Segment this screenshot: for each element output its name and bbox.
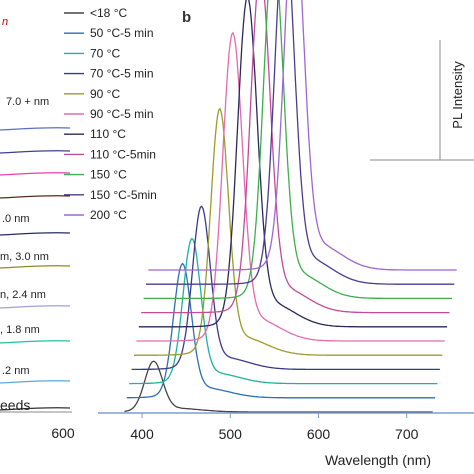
panel-a-series-line [0, 407, 71, 411]
panel-a-series-line [0, 150, 71, 154]
panel-b-series-line [134, 107, 443, 356]
inset-background [348, 10, 466, 166]
panel-a-series-line [0, 195, 71, 199]
legend-label: 70 °C [90, 46, 120, 60]
panel-b-series-line [148, 0, 457, 271]
panel-b-series-line [129, 238, 438, 385]
legend-label: <18 °C [90, 6, 127, 20]
panel-b-curves [124, 0, 457, 413]
panel-b-series-line [136, 31, 445, 342]
panel-b-series-line [126, 262, 436, 399]
legend-label: 50 °C-5 min [90, 26, 154, 40]
panel-a-series-line [0, 172, 71, 176]
legend-label: 90 °C-5 min [90, 107, 154, 121]
legend-label: 110 °C-5min [90, 147, 156, 161]
panel-a-curve-label: .2 nm [2, 365, 30, 377]
panel-a-curves [0, 127, 71, 411]
legend-label: 150 °C-5min [90, 188, 157, 202]
panel-b-series-line [138, 0, 448, 328]
panel-a-series-line [0, 305, 71, 309]
inset-y-axis-label: PL Intensity [450, 61, 465, 129]
panel-a-x-tick-label: 600 [51, 425, 75, 441]
panel-b-series-line [141, 0, 450, 314]
panel-b: b 400 500 600 700 Wavelength (nm) [98, 0, 474, 468]
panel-a: n 7.0 + nm .0 nm m, 3.0 nm n, 2.4 nm , 1.8 n… [0, 16, 75, 441]
panel-b-label: b [182, 9, 191, 26]
panel-b-x-ticks: 400 500 600 700 [130, 413, 419, 442]
panel-b-x-tick-label: 500 [219, 426, 243, 442]
panel-a-series-line [0, 232, 71, 236]
panel-b-x-tick-label: 700 [395, 426, 419, 442]
panel-b-series-line [146, 0, 455, 285]
panel-b-x-tick-label: 400 [130, 426, 154, 442]
panel-a-curve-label: .0 nm [2, 213, 30, 225]
legend-label: 70 °C-5 min [90, 67, 154, 81]
legend: <18 °C 50 °C-5 min 70 °C 70 °C-5 min 90 °C 90… [64, 6, 157, 222]
panel-a-red-label: n [2, 16, 8, 28]
panel-a-curve-label: eeds [0, 397, 30, 413]
panel-a-series-line [0, 380, 71, 384]
panel-a-curve-label: 7.0 + nm [6, 96, 49, 108]
panel-b-series-line [143, 0, 452, 300]
legend-label: 200 °C [90, 208, 127, 222]
panel-a-curve-label: n, 2.4 nm [0, 289, 46, 301]
panel-a-series-line [0, 340, 71, 344]
panel-b-series-line [124, 360, 433, 413]
panel-b-series-line [131, 205, 440, 371]
legend-label: 110 °C [90, 127, 126, 141]
panel-b-x-axis-label: Wavelength (nm) [325, 452, 431, 468]
legend-label: 90 °C [90, 87, 120, 101]
panel-b-x-tick-label: 600 [307, 426, 331, 442]
panel-a-curve-label: , 1.8 nm [0, 324, 40, 336]
panel-a-curve-labels: 7.0 + nm .0 nm m, 3.0 nm n, 2.4 nm , 1.8 nm.… [0, 96, 49, 413]
legend-label: 150 °C [90, 168, 127, 182]
panel-a-series-line [0, 265, 71, 269]
panel-a-curve-label: m, 3.0 nm [0, 251, 49, 263]
panel-a-series-line [0, 127, 71, 131]
